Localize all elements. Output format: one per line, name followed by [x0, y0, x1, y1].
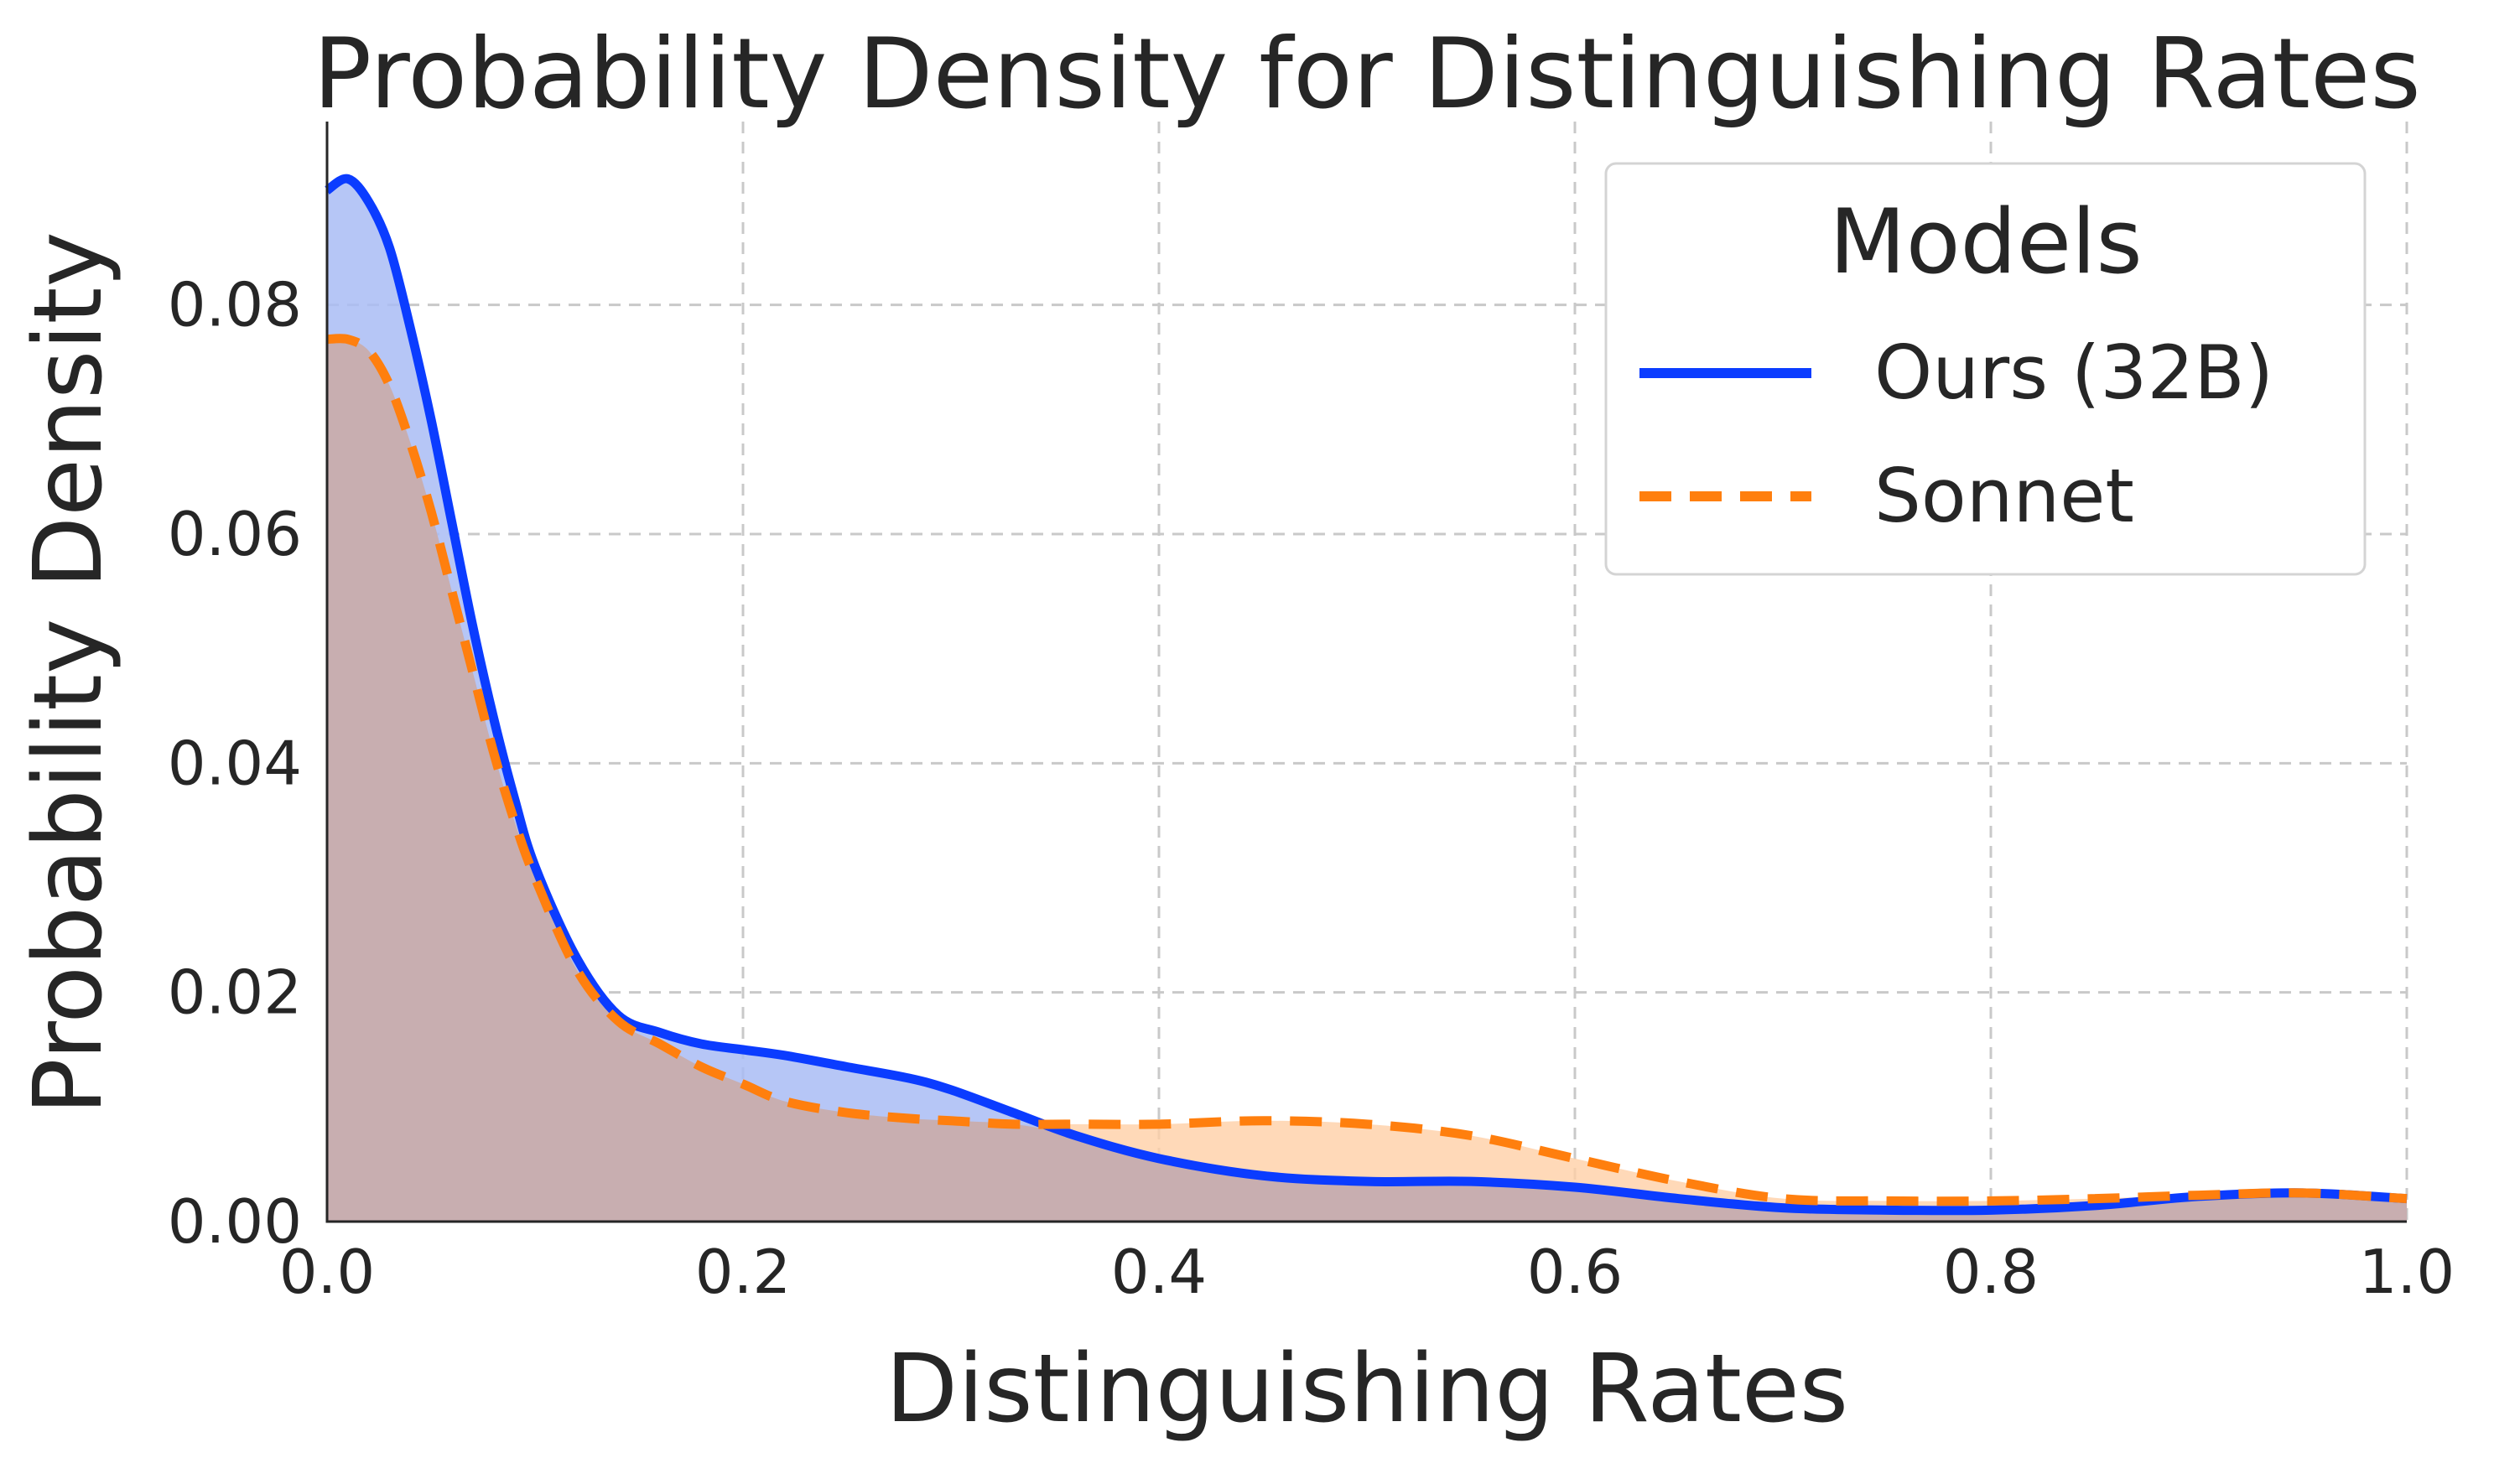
y-tick-label: 0.06 [168, 499, 302, 569]
legend-box [1604, 162, 2367, 576]
x-tick-label: 0.8 [1943, 1237, 2039, 1307]
axis-spines [325, 122, 2407, 1223]
density-line-sonnet [326, 334, 2408, 1206]
density-overlap-area [327, 338, 2407, 1222]
y-tick-label: 0.00 [168, 1186, 302, 1257]
y-tick-label: 0.08 [168, 270, 302, 340]
y-tick-label: 0.02 [168, 957, 302, 1028]
density-line-ours [324, 174, 2408, 1216]
x-axis-label: Distinguishing Rates [886, 1335, 1848, 1444]
x-tick-label: 0.6 [1527, 1237, 1624, 1307]
legend-label-sonnet: Sonnet [1874, 453, 2134, 539]
y-tick-label: 0.04 [168, 728, 302, 798]
legend-title: Models [1829, 190, 2142, 293]
chart-title: Probability Density for Distinguishing R… [313, 18, 2421, 131]
legend-label-ours: Ours (32B) [1874, 329, 2273, 416]
y-axis-label: Probability Density [14, 231, 123, 1114]
x-tick-label: 0.0 [279, 1237, 376, 1307]
legend: Models Ours (32B) Sonnet [1604, 162, 2367, 576]
x-tick-label: 1.0 [2359, 1237, 2455, 1307]
density-areas [327, 179, 2407, 1222]
ticks: 0.0 0.2 0.4 0.6 0.8 1.0 0.00 0.02 0.04 0.06 0.08 [168, 270, 2455, 1307]
x-tick-label: 0.2 [695, 1237, 792, 1307]
density-lines [324, 174, 2408, 1216]
x-tick-label: 0.4 [1111, 1237, 1208, 1307]
